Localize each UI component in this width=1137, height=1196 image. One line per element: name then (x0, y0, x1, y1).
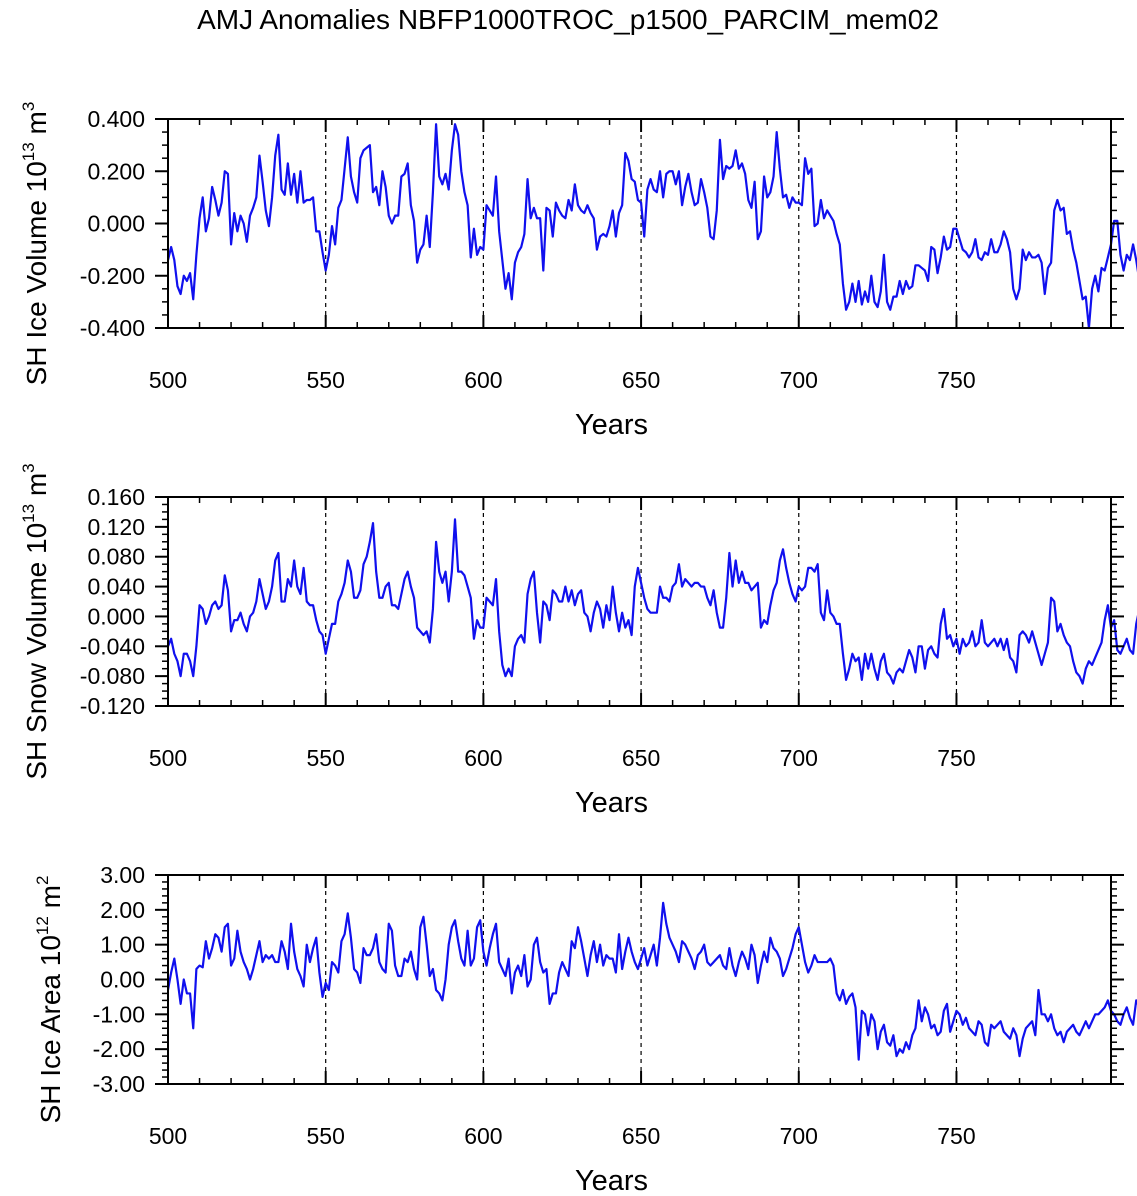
y-tick-label: 0.160 (87, 484, 145, 510)
chart-panel-ice-volume: 500 550 600 650 700 750 -0.400 -0.200 0.000 0.200… (19, 102, 1137, 441)
y-axis-label: SH Ice Area 1012 m2 (33, 876, 66, 1124)
y-tick-label: -0.120 (80, 693, 145, 719)
y-tick-label: 3.00 (100, 862, 145, 888)
x-tick-label: 650 (622, 1123, 660, 1149)
y-tick-label: 2.00 (100, 897, 145, 923)
x-tick-label: 750 (937, 745, 975, 771)
y-axis-label: SH Snow Volume 1013 m3 (19, 463, 52, 779)
y-axis-label-exponent: 12 (33, 916, 52, 935)
series-line (166, 518, 1137, 685)
x-tick-label: 550 (307, 367, 345, 393)
chart-panels: 500 550 600 650 700 750 -0.400 -0.200 0.000 0.200… (19, 102, 1137, 1196)
y-tick-label: 0.080 (87, 544, 145, 570)
x-tick-label: 700 (780, 1123, 818, 1149)
figure-title: AMJ Anomalies NBFP1000TROC_p1500_PARCIM_… (197, 4, 939, 35)
x-tick-label: 500 (149, 745, 187, 771)
y-tick-label: 1.00 (100, 932, 145, 958)
x-axis-label: Years (575, 409, 648, 441)
y-tick-label: 0.400 (87, 106, 145, 132)
x-tick-label: 600 (464, 1123, 502, 1149)
x-tick-label: 650 (622, 367, 660, 393)
x-tick-label: 550 (307, 745, 345, 771)
x-tick-label: 550 (307, 1123, 345, 1149)
y-axis-label: SH Ice Volume 1013 m3 (19, 102, 52, 386)
chart-panel-snow-volume: 500 550 600 650 700 750 -0.120 -0.080 -0.040 0.00… (19, 463, 1137, 819)
y-tick-label: -3.00 (93, 1071, 145, 1097)
y-axis-label-text: SH Ice Area 10 (35, 935, 66, 1123)
y-axis-label-text: m (21, 473, 52, 504)
y-tick-label: 0.000 (87, 211, 145, 237)
y-tick-label: -1.00 (93, 1001, 145, 1027)
y-tick-label: -0.200 (80, 263, 145, 289)
x-tick-label: 750 (937, 367, 975, 393)
y-axis-label-text: SH Ice Volume 10 (21, 161, 52, 385)
y-tick-label: 0.120 (87, 514, 145, 540)
series-line (166, 123, 1137, 330)
y-axis-label-exponent: 13 (19, 504, 38, 523)
y-axis-label-exponent: 13 (19, 142, 38, 161)
x-tick-label: 750 (937, 1123, 975, 1149)
y-axis-label-exponent: 2 (33, 876, 52, 885)
y-axis-label-exponent: 3 (19, 102, 38, 111)
x-tick-label: 700 (780, 367, 818, 393)
x-tick-label: 700 (780, 745, 818, 771)
x-axis-label: Years (575, 1165, 648, 1196)
y-axis-label-text: m (35, 885, 66, 916)
series-line (166, 901, 1137, 1061)
y-tick-label: 0.200 (87, 158, 145, 184)
y-tick-label: -0.040 (80, 633, 145, 659)
x-tick-label: 600 (464, 367, 502, 393)
y-tick-label: 0.000 (87, 603, 145, 629)
y-axis-label-text: m (21, 111, 52, 142)
chart-panel-ice-area: 500 550 600 650 700 750 -3.00 -2.00 -1.00 0.00 1.0… (33, 862, 1137, 1196)
x-tick-label: 500 (149, 1123, 187, 1149)
x-tick-label: 600 (464, 745, 502, 771)
x-tick-label: 650 (622, 745, 660, 771)
y-axis-label-text: SH Snow Volume 10 (21, 523, 52, 780)
y-tick-label: 0.040 (87, 574, 145, 600)
y-axis-label-exponent: 3 (19, 463, 38, 472)
y-tick-label: -2.00 (93, 1036, 145, 1062)
y-tick-label: -0.400 (80, 315, 145, 341)
y-tick-label: -0.080 (80, 663, 145, 689)
x-axis-label: Years (575, 787, 648, 819)
x-tick-label: 500 (149, 367, 187, 393)
y-tick-label: 0.00 (100, 967, 145, 993)
